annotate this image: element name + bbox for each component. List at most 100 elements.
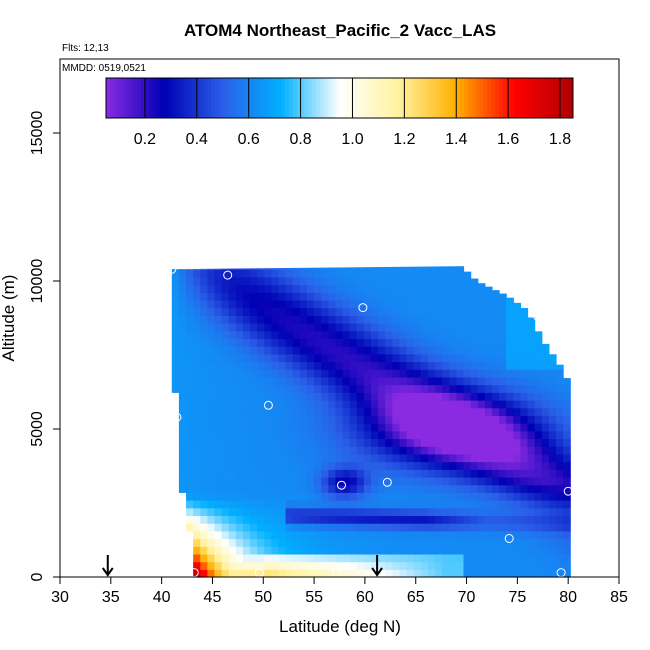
heatmap-cell (449, 484, 457, 493)
heatmap-cell (555, 553, 564, 563)
heatmap-cell (392, 438, 401, 447)
sample-point (172, 412, 182, 422)
heatmap-cell (435, 530, 443, 540)
heatmap-cell (178, 353, 187, 363)
heatmap-cell (306, 407, 315, 416)
heatmap-cell (228, 292, 237, 301)
heatmap-cell (186, 269, 194, 278)
sample-point (504, 534, 514, 543)
heatmap-cell (335, 492, 344, 501)
heatmap-cell (228, 284, 237, 293)
heatmap-cell (299, 469, 308, 478)
heatmap-cell (314, 315, 322, 324)
heatmap-cell (427, 430, 436, 440)
heatmap-cell (449, 476, 457, 486)
heatmap-cell (548, 361, 557, 370)
heatmap-cell (356, 323, 365, 332)
heatmap-cell (186, 346, 194, 355)
heatmap-cell (356, 530, 365, 540)
heatmap-cell (534, 399, 543, 409)
heatmap-cell (385, 523, 393, 532)
heatmap-cell (541, 399, 550, 409)
heatmap-cell (207, 407, 216, 416)
heatmap-cell (228, 553, 237, 563)
heatmap-cell (392, 561, 401, 570)
heatmap-cell (363, 530, 372, 540)
heatmap-cell (385, 430, 393, 440)
heatmap-cell (435, 515, 443, 524)
heatmap-cell (541, 546, 550, 555)
heatmap-cell (328, 515, 337, 524)
heatmap-cell (456, 407, 465, 416)
heatmap-cell (456, 392, 465, 401)
heatmap-cell (257, 530, 265, 540)
heatmap-cell (378, 469, 386, 478)
heatmap-cell (520, 330, 529, 340)
heatmap-cell (385, 376, 393, 386)
heatmap-cell (328, 523, 337, 532)
heatmap-cell (178, 269, 187, 278)
heatmap-cell (285, 507, 294, 517)
heatmap-cell (278, 469, 287, 478)
heatmap-cell (221, 299, 230, 309)
heatmap-cell (221, 561, 230, 570)
heatmap-cell (385, 415, 393, 424)
heatmap-cell (257, 523, 265, 532)
heatmap-cell (484, 330, 493, 340)
heatmap-cell (221, 407, 230, 416)
heatmap-cell (264, 446, 272, 455)
colorbar-segment (133, 78, 138, 118)
heatmap-cell (250, 484, 258, 493)
heatmap-cell (299, 538, 308, 547)
heatmap-cell (513, 446, 522, 455)
heatmap-cell (171, 323, 180, 332)
heatmap-cell (456, 461, 465, 470)
heatmap-cell (349, 523, 358, 532)
heatmap-cell (328, 538, 337, 547)
heatmap-cell (257, 569, 265, 578)
heatmap-cell (413, 299, 422, 309)
heatmap-cell (435, 453, 443, 463)
heatmap-cell (435, 438, 443, 447)
heatmap-cell (228, 338, 237, 347)
heatmap-cell (449, 407, 457, 416)
heatmap-cell (463, 446, 472, 455)
heatmap-cell (278, 553, 287, 563)
heatmap-cell (427, 399, 436, 409)
heatmap-cell (420, 492, 429, 501)
heatmap-cell (285, 469, 294, 478)
heatmap-cell (314, 407, 322, 416)
colorbar-segment (269, 78, 274, 118)
heatmap-cell (321, 284, 329, 293)
heatmap-cell (328, 299, 337, 309)
heatmap-cell (242, 492, 251, 501)
heatmap-cell (470, 284, 479, 293)
heatmap-cell (214, 438, 223, 447)
heatmap-cell (399, 461, 408, 470)
heatmap-cell (463, 538, 472, 547)
heatmap-cell (264, 384, 272, 393)
heatmap-cell (242, 515, 251, 524)
heatmap-cell (442, 330, 450, 340)
heatmap-cell (392, 538, 401, 547)
heatmap-cell (477, 492, 486, 501)
y-tick-label: 10000 (29, 259, 46, 304)
heatmap-cell (321, 569, 329, 578)
heatmap-cell (527, 492, 536, 501)
heatmap-cell (292, 476, 301, 486)
heatmap-cell (257, 361, 265, 370)
heatmap-cell (292, 330, 301, 340)
heatmap-cell (420, 353, 429, 363)
heatmap-cell (193, 492, 201, 501)
heatmap-cell (427, 484, 436, 493)
heatmap-cell (242, 438, 251, 447)
heatmap-cell (271, 268, 280, 270)
heatmap-cell (306, 461, 315, 470)
heatmap-cell (292, 307, 301, 316)
heatmap-cell (186, 376, 194, 386)
heatmap-cell (413, 266, 422, 270)
heatmap-cell (477, 453, 486, 463)
heatmap-cell (378, 430, 386, 440)
colorbar-segment (183, 78, 189, 118)
heatmap-cell (499, 569, 507, 578)
